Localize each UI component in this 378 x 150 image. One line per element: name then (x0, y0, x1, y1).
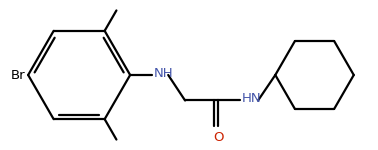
Text: HN: HN (242, 92, 261, 105)
Text: O: O (213, 131, 224, 144)
Text: Br: Br (10, 69, 25, 81)
Text: NH: NH (153, 67, 173, 80)
